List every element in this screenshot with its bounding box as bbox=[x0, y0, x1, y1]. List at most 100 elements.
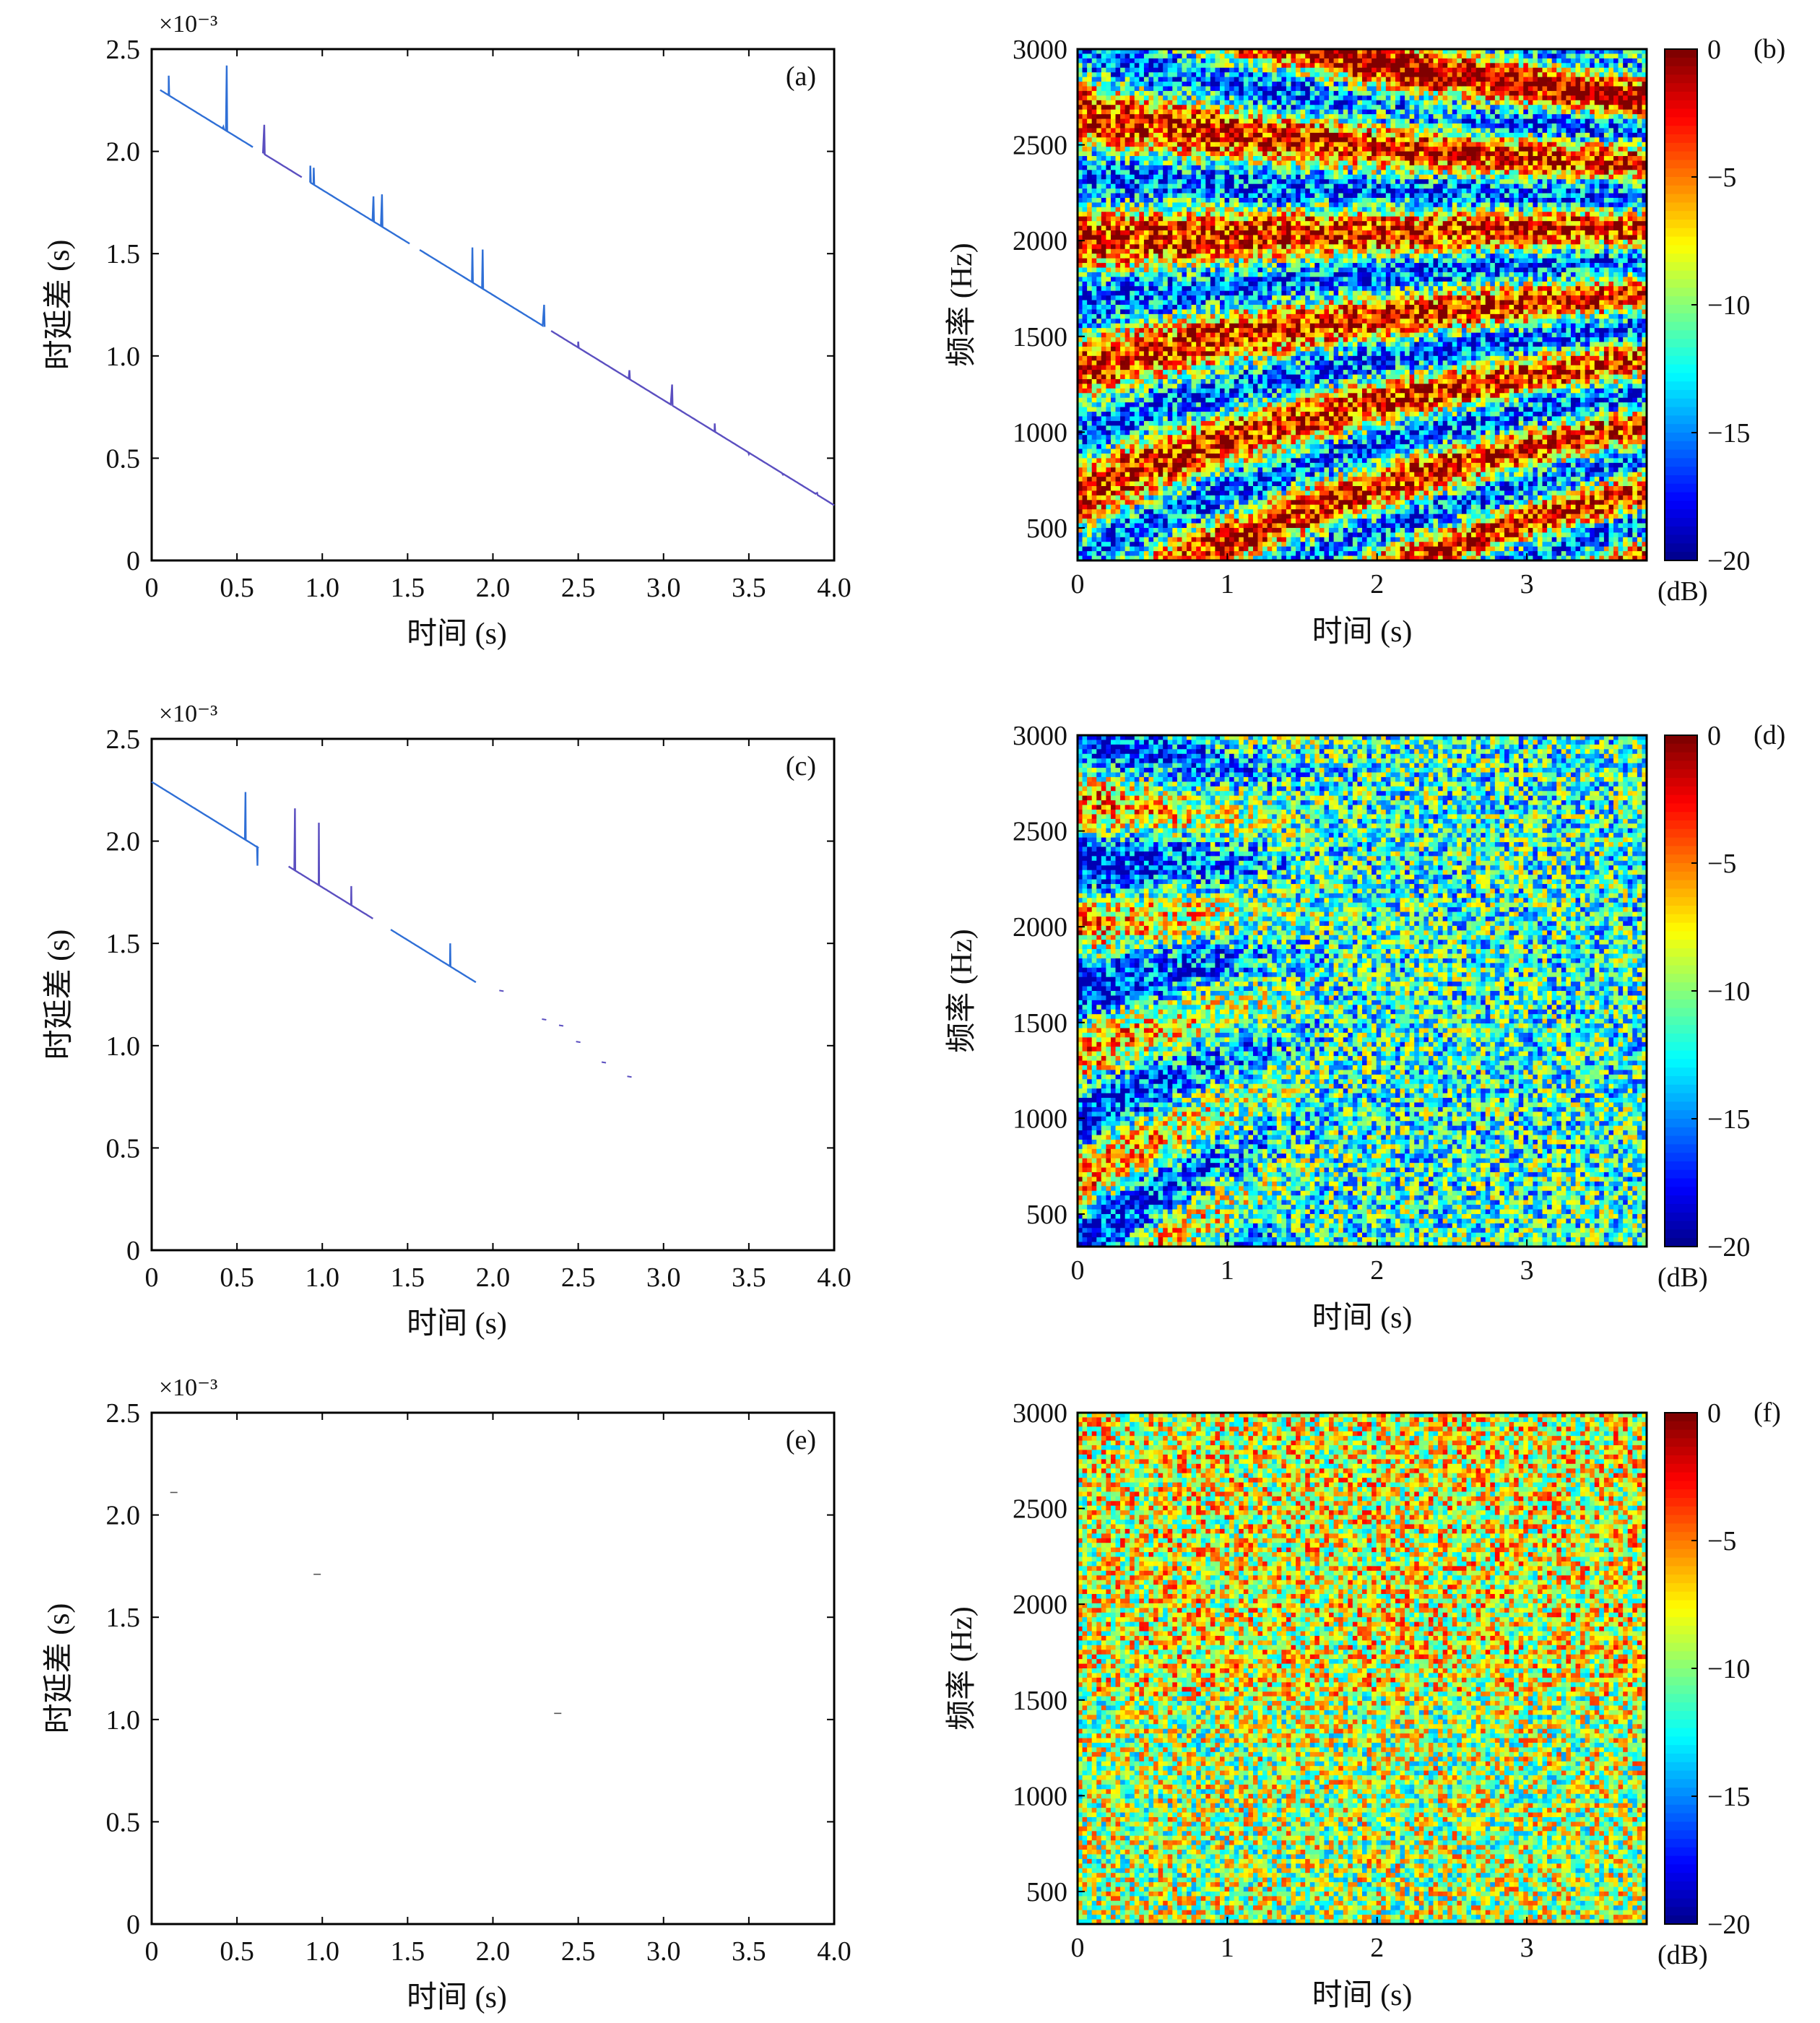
y-tick-label: 2.0 bbox=[106, 827, 141, 857]
colorbar-tick-label: −20 bbox=[1707, 1910, 1750, 1940]
delay-point bbox=[576, 1041, 581, 1042]
colorbar-tick-label: −15 bbox=[1707, 418, 1750, 449]
colorbar-tick-label: −5 bbox=[1707, 163, 1736, 193]
delay-point bbox=[499, 990, 503, 991]
y-tick-label: 500 bbox=[1026, 1877, 1067, 1907]
colorbar-tick-label: −10 bbox=[1707, 1654, 1750, 1684]
chart-panel-c: 0 0.5 1.0 1.5 2.0 2.5 3.0 3.5 4.000.51.01.52.02.… bbox=[43, 701, 852, 1340]
spectrogram-image bbox=[1078, 1413, 1647, 1925]
x-tick-label: 1 bbox=[1221, 1255, 1234, 1286]
x-tick-label: 0 bbox=[1071, 1933, 1085, 1963]
y-tick-label: 1.0 bbox=[106, 1705, 141, 1736]
y-tick-label: 1500 bbox=[1013, 1686, 1067, 1716]
x-axis-label: 时间 (s) bbox=[1312, 615, 1413, 649]
x-tick-label: 1.0 bbox=[306, 1936, 340, 1967]
x-tick-label: 0.5 bbox=[220, 1936, 254, 1967]
delay-point bbox=[628, 1076, 632, 1077]
x-axis-label: 时间 (s) bbox=[1312, 1979, 1413, 2012]
y-tick-label: 1500 bbox=[1013, 322, 1067, 352]
y-tick-label: 0 bbox=[126, 1236, 140, 1266]
y-tick-label: 2000 bbox=[1013, 1590, 1067, 1620]
colorbar-tick-label: 0 bbox=[1707, 1398, 1721, 1429]
y-tick-label: 500 bbox=[1026, 514, 1067, 544]
y-tick-label: 500 bbox=[1026, 1200, 1067, 1230]
colorbar: 0−5−10−15−20(dB) bbox=[1658, 1398, 1750, 1970]
x-tick-label: 0 bbox=[1071, 1255, 1085, 1286]
x-tick-label: 0.5 bbox=[220, 573, 254, 603]
y-tick-label: 2.5 bbox=[106, 1398, 141, 1429]
y-tick-label: 2.5 bbox=[106, 35, 141, 65]
y-tick-label: 1000 bbox=[1013, 1781, 1067, 1811]
y-axis-label: 时延差 (s) bbox=[43, 240, 76, 371]
x-tick-label: 1.5 bbox=[391, 1262, 425, 1293]
y-tick-label: 1.0 bbox=[106, 342, 141, 372]
x-axis-label: 时间 (s) bbox=[1312, 1301, 1413, 1335]
y-exponent: ×10⁻³ bbox=[159, 701, 217, 727]
colorbar-tick-label: −10 bbox=[1707, 290, 1750, 321]
y-tick-label: 2.5 bbox=[106, 724, 141, 755]
x-tick-label: 3 bbox=[1520, 1255, 1534, 1286]
y-tick-label: 3000 bbox=[1013, 1398, 1067, 1429]
y-tick-label: 3000 bbox=[1013, 35, 1067, 65]
x-tick-label: 2 bbox=[1370, 569, 1384, 599]
x-tick-label: 0 bbox=[145, 1262, 159, 1293]
x-tick-label: 3.5 bbox=[732, 573, 766, 603]
plot-frame bbox=[152, 1413, 834, 1924]
x-tick-label: 3.0 bbox=[646, 573, 681, 603]
x-tick-label: 4.0 bbox=[817, 1262, 852, 1293]
x-tick-label: 3.5 bbox=[732, 1936, 766, 1967]
y-tick-label: 0.5 bbox=[106, 1807, 141, 1837]
colorbar-tick-label: 0 bbox=[1707, 721, 1721, 751]
x-tick-label: 4.0 bbox=[817, 573, 852, 603]
y-exponent: ×10⁻³ bbox=[159, 11, 217, 38]
colorbar-tick-label: −10 bbox=[1707, 976, 1750, 1007]
x-tick-label: 1.5 bbox=[391, 573, 425, 603]
y-tick-label: 1.5 bbox=[106, 1603, 141, 1633]
y-tick-label: 1000 bbox=[1013, 417, 1067, 448]
colorbar-tick-label: −20 bbox=[1707, 546, 1750, 576]
colorbar: 0−5−10−15−20(dB) bbox=[1658, 721, 1750, 1293]
y-tick-label: 1.5 bbox=[106, 239, 141, 269]
colorbar-tick-label: −15 bbox=[1707, 1782, 1750, 1812]
y-tick-label: 0 bbox=[126, 546, 140, 576]
chart-panel-e: 0 0.5 1.0 1.5 2.0 2.5 3.0 3.5 4.000.51.01.52.02.… bbox=[43, 1374, 852, 2014]
x-tick-label: 0.5 bbox=[220, 1262, 254, 1293]
x-tick-label: 2.5 bbox=[561, 573, 596, 603]
y-tick-label: 1500 bbox=[1013, 1008, 1067, 1039]
spectrogram-image bbox=[1078, 735, 1647, 1247]
colorbar-unit: (dB) bbox=[1658, 576, 1708, 607]
y-tick-label: 2.0 bbox=[106, 137, 141, 168]
y-tick-label: 2500 bbox=[1013, 817, 1067, 847]
colorbar-unit: (dB) bbox=[1658, 1262, 1708, 1293]
colorbar-tick-label: −20 bbox=[1707, 1232, 1750, 1262]
panel-label: (d) bbox=[1754, 720, 1785, 750]
y-axis-label: 频率 (Hz) bbox=[945, 929, 979, 1052]
delay-point bbox=[559, 1025, 563, 1026]
y-tick-label: 0.5 bbox=[106, 1133, 141, 1164]
x-tick-label: 4.0 bbox=[817, 1936, 852, 1967]
x-tick-label: 2 bbox=[1370, 1255, 1384, 1286]
x-tick-label: 3.5 bbox=[732, 1262, 766, 1293]
colorbar-tick-label: 0 bbox=[1707, 35, 1721, 65]
x-tick-label: 0 bbox=[145, 1936, 159, 1967]
x-tick-label: 3 bbox=[1520, 1933, 1534, 1963]
x-tick-label: 3.0 bbox=[646, 1936, 681, 1967]
y-tick-label: 2500 bbox=[1013, 1494, 1067, 1525]
y-tick-label: 1.5 bbox=[106, 929, 141, 959]
x-tick-label: 3 bbox=[1520, 569, 1534, 599]
y-tick-label: 2.0 bbox=[106, 1501, 141, 1531]
y-tick-label: 0 bbox=[126, 1910, 140, 1940]
panel-label: (f) bbox=[1754, 1398, 1781, 1428]
colorbar: 0 −5 −10 −15 −20(dB) bbox=[1658, 35, 1750, 607]
colorbar-unit: (dB) bbox=[1658, 1940, 1708, 1970]
plot-frame bbox=[152, 739, 834, 1250]
y-tick-label: 2000 bbox=[1013, 226, 1067, 256]
x-tick-label: 1.5 bbox=[391, 1936, 425, 1967]
x-tick-label: 1 bbox=[1221, 1933, 1234, 1963]
panel-label: (a) bbox=[786, 61, 816, 92]
x-axis-label: 时间 (s) bbox=[407, 1307, 507, 1340]
y-axis-label: 频率 (Hz) bbox=[945, 243, 979, 366]
